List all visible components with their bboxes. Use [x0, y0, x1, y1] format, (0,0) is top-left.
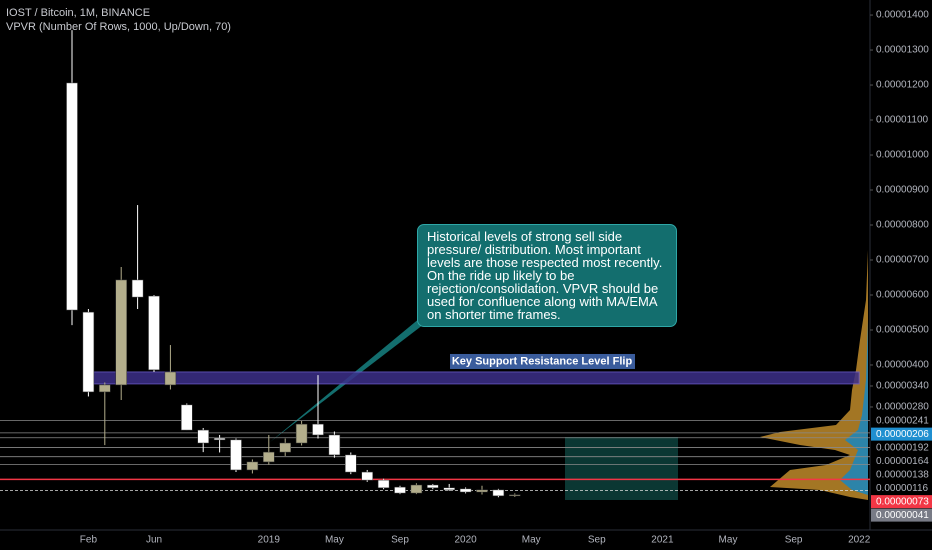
y-tick-label: 0.00000900: [876, 185, 929, 196]
candle-body: [263, 451, 275, 463]
candle-body: [476, 489, 488, 493]
candle-body: [394, 486, 406, 494]
y-tick-label: 0.00000600: [876, 290, 929, 301]
support-zone: [87, 371, 860, 385]
candle-body: [509, 494, 521, 497]
x-tick-label: Sep: [588, 535, 606, 546]
price-label-bg: [871, 495, 932, 509]
candle-body: [427, 484, 439, 489]
candle-body: [345, 454, 357, 473]
x-tick-label: May: [325, 535, 344, 546]
zone-label: Key Support Resistance Level Flip: [452, 355, 633, 367]
candle-body: [99, 384, 111, 393]
candle-body: [312, 423, 324, 436]
x-tick-label: Jun: [146, 535, 162, 546]
price-label-bg: [871, 427, 932, 441]
level-label: 0.00000116: [876, 483, 929, 494]
y-tick-label: 0.00001300: [876, 45, 929, 56]
annotation-callout: Historical levels of strong sell side pr…: [417, 224, 677, 327]
zone-label-bg: [450, 353, 635, 369]
candle-body: [66, 82, 78, 311]
candle-body: [181, 404, 193, 431]
price-label-bg: [871, 508, 932, 522]
candle-body: [328, 434, 341, 456]
y-tick-label: 0.00001200: [876, 80, 929, 91]
indicator-label: VPVR (Number Of Rows, 1000, Up/Down, 70): [6, 21, 231, 33]
candle-body: [295, 423, 308, 444]
x-tick-label: 2019: [258, 535, 281, 546]
y-tick-label: 0.00000800: [876, 220, 929, 231]
level-label: 0.00000206: [876, 429, 929, 440]
x-tick-label: Feb: [80, 535, 98, 546]
level-label: 0.00000138: [876, 469, 929, 480]
y-tick-label: 0.00001000: [876, 150, 929, 161]
y-tick-label: 0.00000400: [876, 360, 929, 371]
candle-body: [131, 279, 144, 298]
candle-body: [377, 479, 390, 489]
level-label: 0.00000164: [876, 456, 929, 467]
x-tick-label: May: [522, 535, 541, 546]
candle-body: [443, 487, 455, 491]
candle-body: [361, 471, 373, 481]
x-tick-label: 2020: [454, 535, 477, 546]
candle-body: [213, 437, 226, 441]
x-tick-label: Sep: [785, 535, 803, 546]
candle-body: [164, 371, 177, 386]
y-tick-label: 0.00000500: [876, 325, 929, 336]
symbol-title: IOST / Bitcoin, 1M, BINANCE: [6, 7, 151, 19]
level-label: 0.00000192: [876, 442, 929, 453]
level-label: 0.00000073: [876, 496, 929, 507]
candle-body: [492, 489, 505, 497]
candle-body: [230, 439, 242, 471]
header: IOST / Bitcoin, 1M, BINANCE VPVR (Number…: [6, 6, 231, 34]
candle-body: [410, 484, 423, 494]
x-tick-label: Sep: [391, 535, 409, 546]
candle-body: [459, 488, 472, 493]
volume-profile-down: [840, 320, 868, 495]
y-tick-label: 0.00001400: [876, 10, 929, 21]
candle-body: [148, 295, 160, 371]
candle-body: [279, 442, 291, 453]
candle-body: [115, 279, 127, 386]
y-tick-label: 0.00000700: [876, 255, 929, 266]
candle-body: [82, 311, 95, 393]
x-tick-label: May: [719, 535, 738, 546]
candle-body: [246, 461, 259, 471]
x-tick-label: 2022: [848, 535, 871, 546]
y-tick-label: 0.00001100: [876, 115, 929, 126]
y-tick-label: 0.00000340: [876, 381, 929, 392]
y-tick-label: 0.00000280: [876, 402, 929, 413]
level-label: 0.00000241: [876, 415, 929, 426]
level-label: 0.00000041: [876, 510, 929, 521]
plot-layer: Key Support Resistance Level Flip Feb Jun 2…: [0, 10, 932, 546]
candle-body: [197, 429, 209, 444]
x-tick-label: 2021: [651, 535, 674, 546]
